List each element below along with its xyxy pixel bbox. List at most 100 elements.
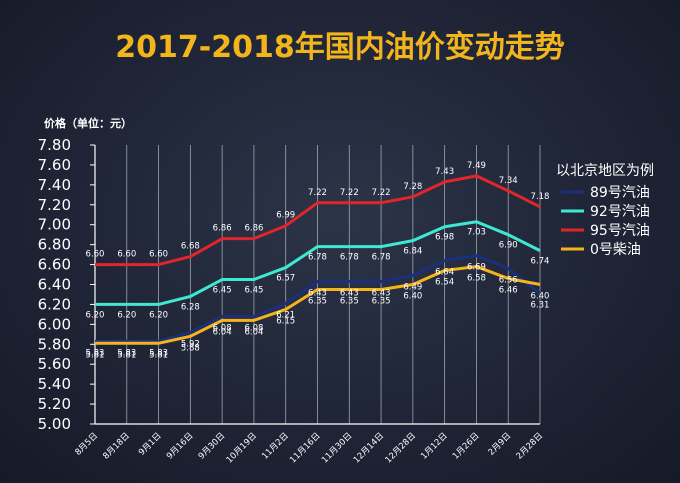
series-line	[95, 265, 541, 345]
data-label: 6.58	[467, 274, 486, 284]
data-label: 6.20	[86, 310, 105, 320]
data-label: 6.69	[467, 263, 486, 273]
legend-label: 92号汽油	[590, 204, 650, 220]
data-label: 7.28	[403, 182, 422, 192]
x-tick-label: 1月12日	[419, 431, 450, 462]
y-tick-label: 5.00	[38, 415, 71, 433]
data-label: 6.08	[213, 323, 232, 333]
y-tick-label: 6.20	[38, 295, 71, 313]
data-label: 6.78	[372, 253, 391, 263]
data-label: 6.20	[149, 310, 168, 320]
x-tick-label: 2月9日	[487, 431, 514, 458]
data-label: 6.28	[181, 302, 200, 312]
x-tick-label: 12月28日	[384, 431, 418, 465]
data-label: 6.60	[86, 250, 105, 260]
legend-label: 95号汽油	[590, 223, 650, 239]
x-tick-label: 11月2日	[260, 431, 291, 462]
x-tick-label: 9月16日	[165, 431, 196, 462]
data-label: 5.92	[181, 339, 200, 349]
series-line	[95, 254, 541, 343]
data-label: 6.40	[531, 292, 550, 302]
data-label: 6.57	[276, 274, 295, 284]
y-tick-label: 7.40	[38, 176, 71, 194]
y-tick-label: 6.40	[38, 276, 71, 294]
data-label: 6.98	[435, 233, 454, 243]
series-lines	[95, 174, 541, 345]
data-label: 7.18	[531, 192, 550, 202]
x-tick-label: 12月14日	[352, 431, 386, 465]
x-tick-label: 9月1日	[137, 431, 164, 458]
y-tick-label: 6.00	[38, 315, 71, 333]
data-label: 6.60	[117, 250, 136, 260]
data-label: 7.22	[372, 188, 391, 198]
data-label: 6.46	[499, 286, 518, 296]
data-label: 6.04	[244, 327, 263, 337]
y-tick-label: 5.80	[38, 335, 71, 353]
x-tick-label: 8月5日	[73, 431, 100, 458]
data-labels: 5.83 5.83 5.83 5.92 6.08 6.08 6.21 6.43 6.43 6.43…	[86, 161, 550, 360]
data-label: 6.86	[244, 224, 263, 234]
series-line	[95, 220, 541, 306]
y-tick-label: 5.20	[38, 395, 71, 413]
data-label: 6.99	[276, 211, 295, 221]
y-tick-label: 6.60	[38, 256, 71, 274]
data-label: 6.64	[435, 268, 454, 278]
data-label: 6.43	[372, 289, 391, 299]
x-tick-label: 10月19日	[225, 431, 259, 465]
data-label: 7.34	[499, 176, 518, 186]
series-line	[95, 174, 541, 267]
data-label: 5.81	[86, 350, 105, 360]
legend-title: 以北京地区为例	[556, 163, 654, 179]
data-label: 5.81	[149, 350, 168, 360]
data-label: 6.20	[117, 310, 136, 320]
data-label: 5.83	[86, 348, 105, 358]
data-label: 6.56	[499, 276, 518, 286]
x-tick-label: 2月28日	[515, 431, 546, 462]
data-label: 5.83	[117, 348, 136, 358]
y-tick-label: 7.00	[38, 216, 71, 234]
data-label: 6.08	[244, 323, 263, 333]
legend: 89号汽油 92号汽油 95号汽油 0号柴油	[561, 185, 650, 258]
x-tick-label: 11月30日	[320, 431, 354, 465]
data-label: 6.15	[276, 316, 295, 326]
data-label: 6.60	[149, 250, 168, 260]
data-label: 6.45	[244, 286, 263, 296]
data-label: 5.81	[117, 350, 136, 360]
legend-label: 89号汽油	[590, 185, 650, 201]
data-label: 6.31	[531, 300, 550, 310]
data-label: 6.74	[531, 257, 550, 267]
data-label: 7.43	[435, 167, 454, 177]
data-label: 6.35	[372, 296, 391, 306]
data-label: 6.90	[499, 241, 518, 251]
data-label: 7.22	[308, 188, 327, 198]
data-label: 6.04	[213, 327, 232, 337]
legend-label: 0号柴油	[590, 242, 641, 258]
data-label: 5.88	[181, 343, 200, 353]
data-label: 5.83	[149, 348, 168, 358]
chart-title: 2017-2018年国内油价变动走势	[115, 30, 564, 65]
y-tick-label: 6.80	[38, 236, 71, 254]
data-label: 6.78	[340, 253, 359, 263]
data-label: 6.43	[308, 289, 327, 299]
grid-lines	[94, 145, 541, 424]
data-label: 6.68	[181, 242, 200, 252]
x-tick-label: 1月26日	[451, 431, 482, 462]
data-label: 6.54	[435, 278, 454, 288]
data-label: 6.86	[213, 224, 232, 234]
x-tick-label: 11月16日	[288, 431, 322, 465]
x-tick-label: 9月30日	[197, 431, 228, 462]
y-tick-label: 5.40	[38, 375, 71, 393]
data-label: 6.21	[276, 310, 295, 320]
data-label: 6.49	[403, 283, 422, 293]
data-label: 6.84	[403, 247, 422, 257]
y-tick-label: 5.60	[38, 355, 71, 373]
x-tick-label: 8月18日	[101, 431, 132, 462]
data-label: 6.45	[213, 286, 232, 296]
y-axis-ticks: 5.00 5.20 5.40 5.60 5.80 6.00 6.206.40 6.60 6.80…	[38, 136, 95, 433]
data-label: 6.40	[403, 292, 422, 302]
y-axis-unit: 价格（单位：元）	[44, 116, 132, 130]
data-label: 7.03	[467, 228, 486, 238]
data-label: 7.22	[340, 188, 359, 198]
